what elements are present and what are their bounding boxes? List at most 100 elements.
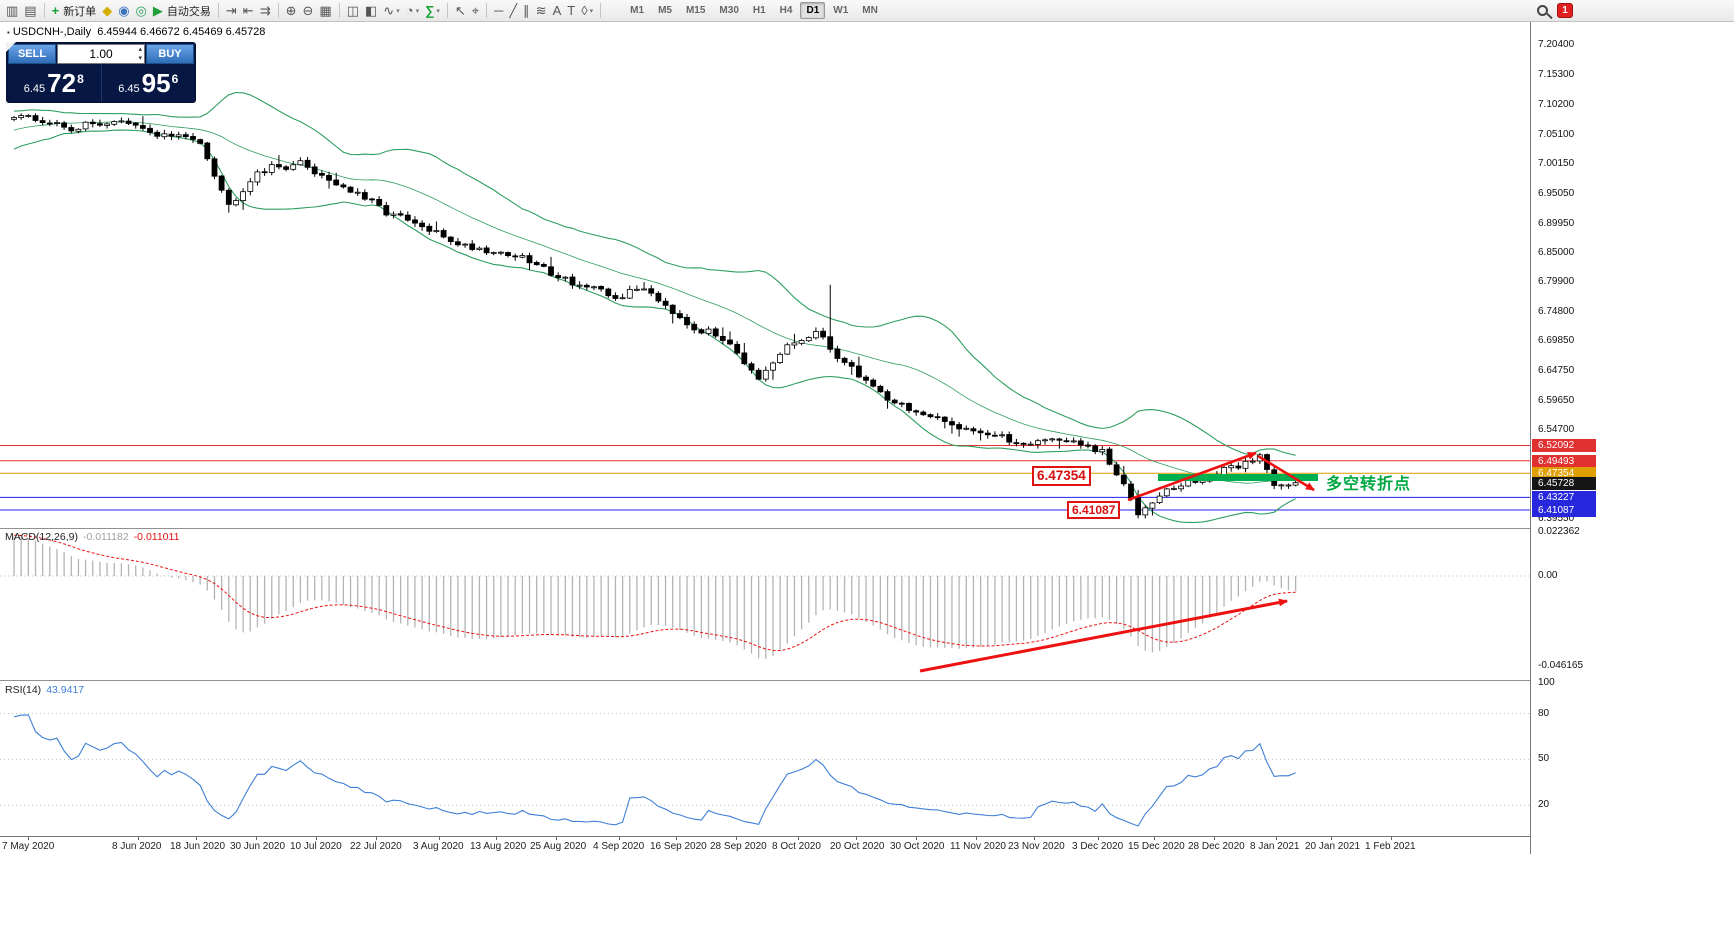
timeframe-h1[interactable]: H1 bbox=[752, 5, 766, 16]
time-tick-mark bbox=[798, 837, 799, 840]
price-label-object-1[interactable]: 6.47354 bbox=[1032, 466, 1091, 486]
timeframe-group: M1 M5 M15 M30 H1 H4 D1 W1 MN bbox=[623, 2, 885, 19]
timeframe-w1[interactable]: W1 bbox=[833, 5, 849, 16]
pivot-zone-rect[interactable] bbox=[1158, 474, 1318, 481]
time-tick-mark bbox=[1154, 837, 1155, 840]
time-tick-mark bbox=[1098, 837, 1099, 840]
metaeditor-icon: ◆ bbox=[102, 3, 113, 18]
rsi-axis-value: 50 bbox=[1538, 753, 1550, 765]
price-tick: 6.89950 bbox=[1538, 217, 1575, 229]
time-tick-mark bbox=[856, 837, 857, 840]
bar-chart-mode-icon[interactable]: ◫ bbox=[344, 1, 362, 21]
fibonacci-tool-icon[interactable]: ≋ bbox=[533, 1, 550, 21]
fibonacci-tool-icon: ≋ bbox=[535, 3, 547, 18]
macd-axis-value: 0.00 bbox=[1538, 570, 1558, 581]
price-tag-blue: 6.41087 bbox=[1532, 503, 1596, 517]
toolbar-separator bbox=[43, 3, 45, 18]
price-chart-canvas[interactable] bbox=[0, 22, 1530, 836]
time-tick: 3 Aug 2020 bbox=[413, 841, 464, 852]
new-order-button[interactable]: + 新订单 bbox=[49, 1, 100, 21]
bollinger-lower bbox=[13, 129, 1296, 523]
metaeditor-icon[interactable]: ◆ bbox=[99, 1, 115, 21]
market-icon[interactable]: ◉ bbox=[115, 1, 132, 21]
trend-arrow-2[interactable] bbox=[1257, 454, 1315, 492]
trade-panel-collapse-icon[interactable] bbox=[6, 42, 16, 52]
period-clock-dropdown-icon[interactable]: ▾ bbox=[415, 7, 420, 15]
new-chart-icon[interactable]: ▥ bbox=[3, 1, 21, 21]
timeframe-m5[interactable]: M5 bbox=[658, 5, 672, 16]
macd-trend-arrow[interactable] bbox=[919, 598, 1288, 673]
timeframe-h4[interactable]: H4 bbox=[779, 5, 793, 16]
period-clock-icon: ◔ bbox=[405, 3, 414, 18]
notification-badge[interactable]: 1 bbox=[1557, 3, 1573, 18]
autotrading-button[interactable]: ▶ 自动交易 bbox=[150, 1, 214, 21]
trendline-tool-icon[interactable]: ╱ bbox=[506, 1, 520, 21]
price-axis[interactable]: 7.20400 7.15300 7.10200 7.05100 7.00150 6.950… bbox=[1530, 22, 1598, 854]
sell-price[interactable]: 6.45 72 8 bbox=[23, 68, 84, 98]
time-tick: 3 Dec 2020 bbox=[1072, 841, 1124, 852]
auto-scroll-icon[interactable]: ⇤ bbox=[240, 1, 257, 21]
search-icon[interactable] bbox=[1537, 5, 1548, 16]
horizontal-line-tool-icon[interactable]: ─ bbox=[491, 1, 506, 21]
sell-button[interactable]: SELL bbox=[8, 44, 56, 64]
rsi-axis-value: 80 bbox=[1538, 707, 1550, 719]
text-tool-icon[interactable]: A bbox=[550, 1, 565, 21]
signals-icon[interactable]: ◎ bbox=[133, 1, 150, 21]
chart-title: ▪ USDCNH-,Daily 6.45944 6.46672 6.45469 6… bbox=[7, 26, 265, 38]
time-tick-mark bbox=[196, 837, 197, 840]
line-chart-mode-dropdown-icon[interactable]: ▾ bbox=[396, 7, 400, 15]
timeframe-m15[interactable]: M15 bbox=[685, 5, 706, 16]
timeframe-m1[interactable]: M1 bbox=[630, 5, 645, 16]
buy-button[interactable]: BUY bbox=[146, 44, 194, 64]
period-clock-icon[interactable]: ◔ ▾ bbox=[403, 1, 422, 21]
toolbar-separator bbox=[277, 3, 279, 18]
label-tool-icon[interactable]: T bbox=[564, 1, 578, 21]
candlestick-mode-icon[interactable]: ◧ bbox=[362, 1, 380, 21]
time-tick: 8 Jun 2020 bbox=[112, 841, 162, 852]
volume-value: 1.00 bbox=[89, 47, 113, 61]
shapes-tool-icon[interactable]: ◊ ▾ bbox=[578, 1, 596, 21]
trend-arrow-1[interactable] bbox=[1127, 451, 1257, 502]
chart-shift-icon[interactable]: ⇥ bbox=[223, 1, 240, 21]
autotrading-label: 自动交易 bbox=[166, 5, 211, 18]
toolbar-right: 1 bbox=[1537, 3, 1573, 18]
volume-up-icon[interactable]: ▴ bbox=[138, 46, 142, 53]
zoom-in-icon[interactable]: ⊕ bbox=[283, 1, 300, 21]
shapes-tool-dropdown-icon[interactable]: ▾ bbox=[589, 7, 594, 15]
indicators-dropdown-icon[interactable]: ▾ bbox=[436, 7, 440, 15]
tile-windows-icon[interactable]: ▦ bbox=[316, 1, 334, 21]
price-tick: 6.85000 bbox=[1538, 246, 1575, 258]
step-forward-icon[interactable]: ⇉ bbox=[257, 1, 274, 21]
time-tick-mark bbox=[1214, 837, 1215, 840]
indicators-icon: ∑ bbox=[425, 3, 435, 18]
macd-axis-value: 0.022362 bbox=[1538, 526, 1580, 538]
time-tick-mark bbox=[376, 837, 377, 840]
zoom-out-icon[interactable]: ⊖ bbox=[300, 1, 317, 21]
profiles-icon[interactable]: ▤ bbox=[21, 1, 39, 21]
pivot-note-text[interactable]: 多空转折点 bbox=[1326, 476, 1412, 493]
volume-down-icon[interactable]: ▾ bbox=[138, 55, 142, 62]
time-tick: 18 Jun 2020 bbox=[170, 841, 226, 852]
time-tick: 16 Sep 2020 bbox=[650, 841, 707, 852]
horizontal-price-lines[interactable] bbox=[0, 445, 1530, 511]
chart-symbol-period: USDCNH-,Daily bbox=[12, 26, 92, 38]
cursor-icon[interactable]: ↖ bbox=[452, 1, 469, 21]
timeframe-mn[interactable]: MN bbox=[862, 5, 878, 16]
time-axis[interactable]: 7 May 2020 8 Jun 2020 18 Jun 2020 30 Jun 20… bbox=[0, 836, 1531, 854]
buy-price[interactable]: 6.45 95 6 bbox=[100, 65, 196, 102]
cursor-icon: ↖ bbox=[454, 3, 466, 18]
line-chart-mode-icon[interactable]: ∿ ▾ bbox=[380, 1, 402, 21]
macd-axis-value: -0.046165 bbox=[1538, 660, 1584, 672]
time-tick-mark bbox=[28, 837, 29, 840]
crosshair-icon[interactable]: ⌖ bbox=[469, 1, 482, 21]
price-label-object-2[interactable]: 6.41087 bbox=[1067, 501, 1121, 519]
indicators-icon[interactable]: ∑ ▾ bbox=[422, 1, 443, 21]
volume-input[interactable]: 1.00 ▴ ▾ bbox=[57, 44, 145, 64]
time-tick: 8 Jan 2021 bbox=[1250, 841, 1300, 852]
timeframe-m30[interactable]: M30 bbox=[719, 5, 739, 16]
time-tick: 11 Nov 2020 bbox=[950, 841, 1006, 852]
rsi-indicator-label: RSI(14) 43.9417 bbox=[5, 684, 85, 696]
timeframe-d1[interactable]: D1 bbox=[800, 2, 826, 19]
shapes-tool-icon: ◊ bbox=[581, 3, 588, 18]
channel-tool-icon[interactable]: ∥ bbox=[520, 1, 533, 21]
